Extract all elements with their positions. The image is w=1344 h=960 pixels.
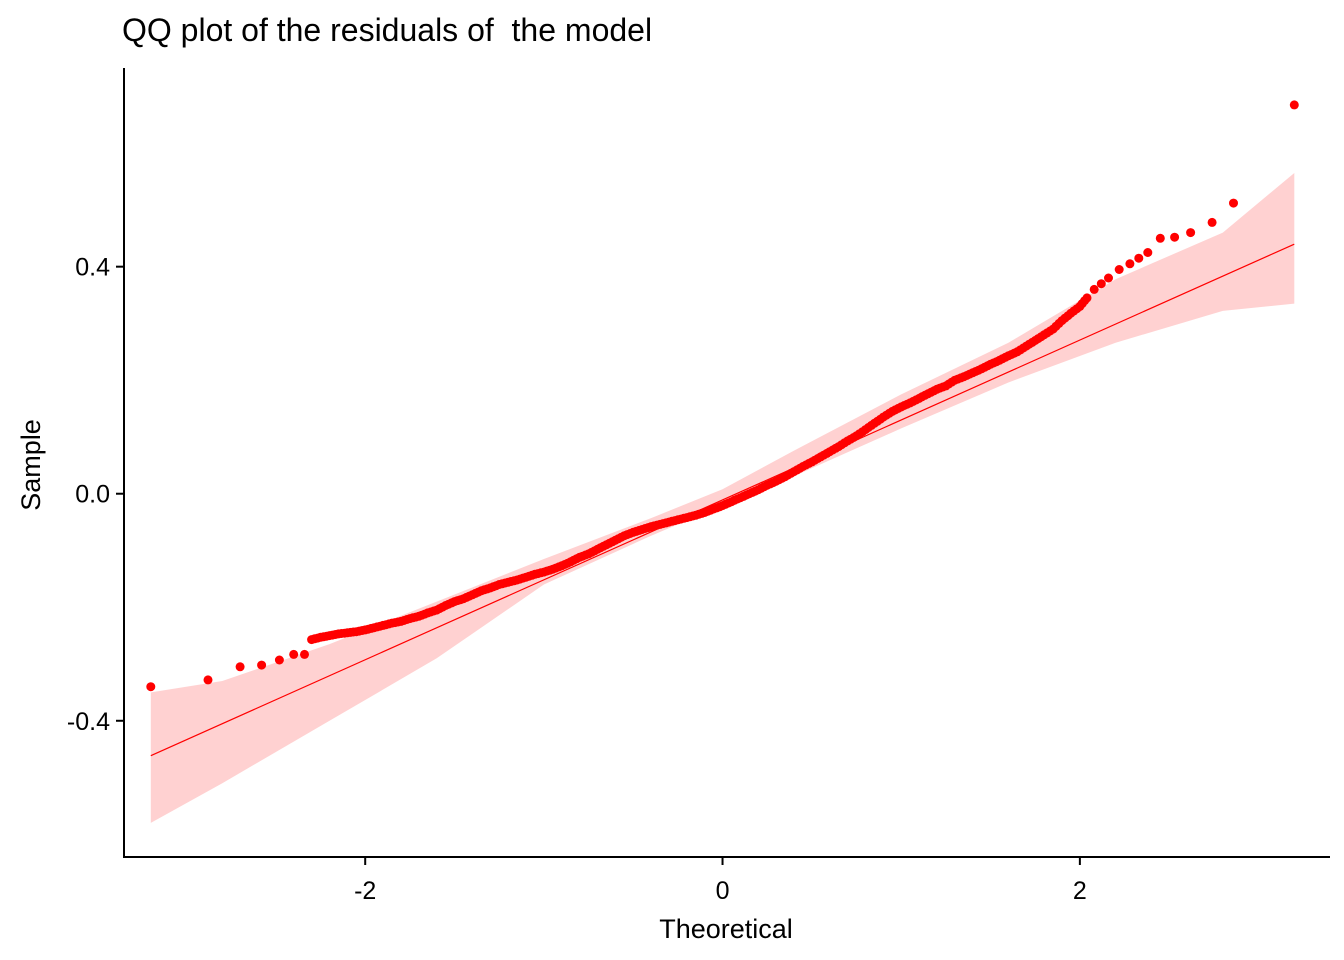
x-tick-label: 0 xyxy=(716,877,730,905)
y-axis-title: Sample xyxy=(16,419,46,511)
data-point xyxy=(1134,253,1144,263)
data-point xyxy=(1186,228,1196,238)
data-point xyxy=(1170,232,1180,242)
data-point xyxy=(257,660,267,670)
data-point xyxy=(1125,259,1135,269)
data-point xyxy=(300,649,309,659)
data-point xyxy=(1096,279,1106,289)
sample-points-layer xyxy=(146,100,1299,692)
data-point xyxy=(1207,217,1217,227)
data-point xyxy=(1143,248,1153,257)
confidence-band-layer xyxy=(150,173,1295,823)
x-axis-title: Theoretical xyxy=(659,914,793,944)
ticks-layer: -2 0 2 -0.4 0.0 0.4 xyxy=(67,254,1087,905)
data-point xyxy=(203,675,213,685)
confidence-band xyxy=(150,173,1295,823)
y-tick-label: 0.4 xyxy=(75,254,110,282)
axes-layer xyxy=(123,68,1330,858)
y-tick-label: 0.0 xyxy=(75,481,110,509)
data-point xyxy=(1104,273,1113,283)
data-point xyxy=(146,682,156,692)
data-point xyxy=(1114,265,1124,274)
data-point xyxy=(1082,293,1092,303)
x-tick-label: 2 xyxy=(1073,877,1087,905)
data-point xyxy=(289,649,299,659)
data-point xyxy=(235,662,245,672)
data-point xyxy=(1289,100,1299,110)
reference-line-layer xyxy=(150,243,1295,757)
x-tick-label: -2 xyxy=(354,877,376,905)
y-tick-label: -0.4 xyxy=(67,708,110,736)
data-point xyxy=(1155,233,1165,243)
chart-title: QQ plot of the residuals of the model xyxy=(122,12,653,48)
data-point xyxy=(274,655,284,665)
reference-line xyxy=(150,243,1295,757)
data-point xyxy=(1089,284,1099,294)
data-point xyxy=(1229,198,1238,208)
